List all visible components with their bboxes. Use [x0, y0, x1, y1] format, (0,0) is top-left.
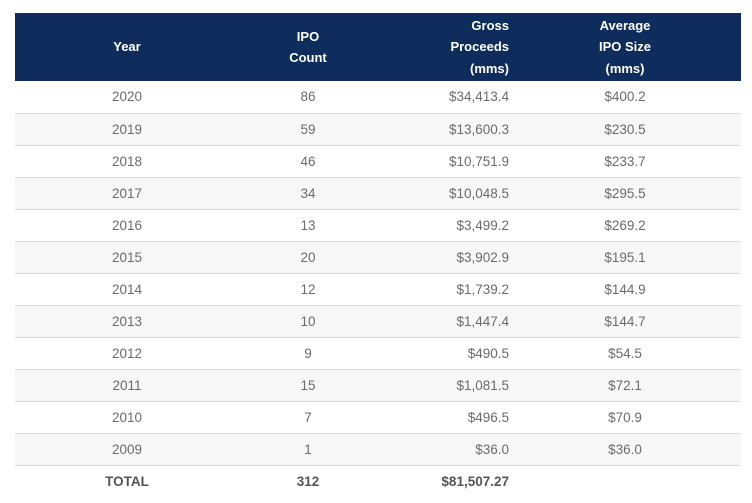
cell-gross: $10,048.5 [448, 185, 509, 201]
cell-gross: $1,081.5 [456, 377, 509, 393]
cell-gross: $496.5 [467, 409, 509, 425]
table-header: Year IPO Count Gross Proceeds (mms) Aver… [15, 13, 741, 81]
table-body: 2020 86 $34,413.4 $400.2 2019 59 $13,600… [15, 81, 741, 497]
cell-count: 46 [300, 153, 316, 169]
cell-avg: $295.5 [604, 185, 646, 201]
cell-count: 86 [300, 89, 316, 105]
cell-avg: $230.5 [604, 121, 646, 137]
cell-gross: $1,739.2 [456, 281, 509, 297]
cell-year: 2012 [111, 345, 143, 361]
cell-avg: $54.5 [608, 345, 642, 361]
total-count: 312 [296, 473, 320, 489]
cell-year: 2020 [111, 89, 143, 105]
cell-gross: $3,902.9 [456, 249, 509, 265]
header-avg-line-3: (mms) [605, 60, 645, 76]
cell-year: 2015 [111, 249, 143, 265]
cell-avg: $70.9 [608, 409, 642, 425]
total-avg [509, 465, 741, 497]
header-row: Year IPO Count Gross Proceeds (mms) Aver… [15, 13, 741, 81]
table-row: 2014 12 $1,739.2 $144.9 [15, 273, 741, 305]
header-gross-line-1: Gross [471, 17, 509, 33]
cell-avg: $269.2 [604, 217, 646, 233]
table-row: 2018 46 $10,751.9 $233.7 [15, 145, 741, 177]
cell-avg: $36.0 [608, 441, 642, 457]
cell-gross: $10,751.9 [448, 153, 509, 169]
header-count-line-2: Count [289, 50, 327, 65]
cell-year: 2009 [111, 441, 143, 457]
header-year: Year [15, 13, 239, 81]
total-row: TOTAL 312 $81,507.27 [15, 465, 741, 497]
cell-count: 34 [300, 185, 316, 201]
cell-gross: $36.0 [475, 441, 509, 457]
table-row: 2011 15 $1,081.5 $72.1 [15, 369, 741, 401]
table-row: 2015 20 $3,902.9 $195.1 [15, 241, 741, 273]
ipo-table-container: Year IPO Count Gross Proceeds (mms) Aver… [15, 13, 741, 497]
cell-year: 2016 [111, 217, 143, 233]
cell-year: 2018 [111, 153, 143, 169]
cell-year: 2011 [112, 377, 142, 393]
cell-gross: $3,499.2 [456, 217, 509, 233]
table-row: 2016 13 $3,499.2 $269.2 [15, 209, 741, 241]
cell-avg: $72.1 [608, 377, 642, 393]
cell-count: 12 [300, 281, 316, 297]
cell-count: 13 [300, 217, 316, 233]
header-year-line: Year [113, 39, 141, 55]
header-gross-line-2: Proceeds [450, 39, 509, 55]
cell-count: 59 [300, 121, 316, 137]
cell-gross: $490.5 [467, 345, 509, 361]
cell-gross: $1,447.4 [456, 313, 509, 329]
header-avg-line-1: Average [599, 17, 651, 33]
cell-avg: $233.7 [604, 153, 646, 169]
cell-avg: $144.7 [604, 313, 646, 329]
header-average-ipo-size: Average IPO Size (mms) [509, 13, 741, 81]
header-count-line-1: IPO [296, 28, 320, 44]
header-gross-proceeds: Gross Proceeds (mms) [377, 13, 509, 81]
table-row: 2010 7 $496.5 $70.9 [15, 401, 741, 433]
cell-year: 2019 [111, 121, 143, 137]
table-row: 2017 34 $10,048.5 $295.5 [15, 177, 741, 209]
cell-count: 7 [304, 409, 312, 425]
header-ipo-count: IPO Count [239, 13, 377, 81]
ipo-table: Year IPO Count Gross Proceeds (mms) Aver… [15, 13, 741, 497]
total-gross: $81,507.27 [441, 473, 509, 489]
cell-count: 9 [304, 345, 312, 361]
cell-count: 15 [300, 377, 316, 393]
cell-year: 2013 [111, 313, 143, 329]
header-gross-line-3: (mms) [469, 60, 509, 76]
table-row: 2009 1 $36.0 $36.0 [15, 433, 741, 465]
table-row: 2012 9 $490.5 $54.5 [15, 337, 741, 369]
header-avg-line-2: IPO Size [598, 39, 652, 55]
total-label: TOTAL [105, 473, 149, 489]
cell-year: 2010 [111, 409, 143, 425]
cell-avg: $195.1 [604, 249, 646, 265]
cell-count: 20 [300, 249, 316, 265]
cell-avg: $400.2 [604, 89, 646, 105]
cell-gross: $34,413.4 [448, 89, 509, 105]
table-row: 2019 59 $13,600.3 $230.5 [15, 113, 741, 145]
table-row: 2020 86 $34,413.4 $400.2 [15, 81, 741, 113]
cell-count: 1 [304, 441, 312, 457]
cell-gross: $13,600.3 [448, 121, 509, 137]
table-row: 2013 10 $1,447.4 $144.7 [15, 305, 741, 337]
cell-year: 2017 [111, 185, 143, 201]
cell-avg: $144.9 [604, 281, 646, 297]
cell-year: 2014 [111, 281, 143, 297]
cell-count: 10 [300, 313, 316, 329]
